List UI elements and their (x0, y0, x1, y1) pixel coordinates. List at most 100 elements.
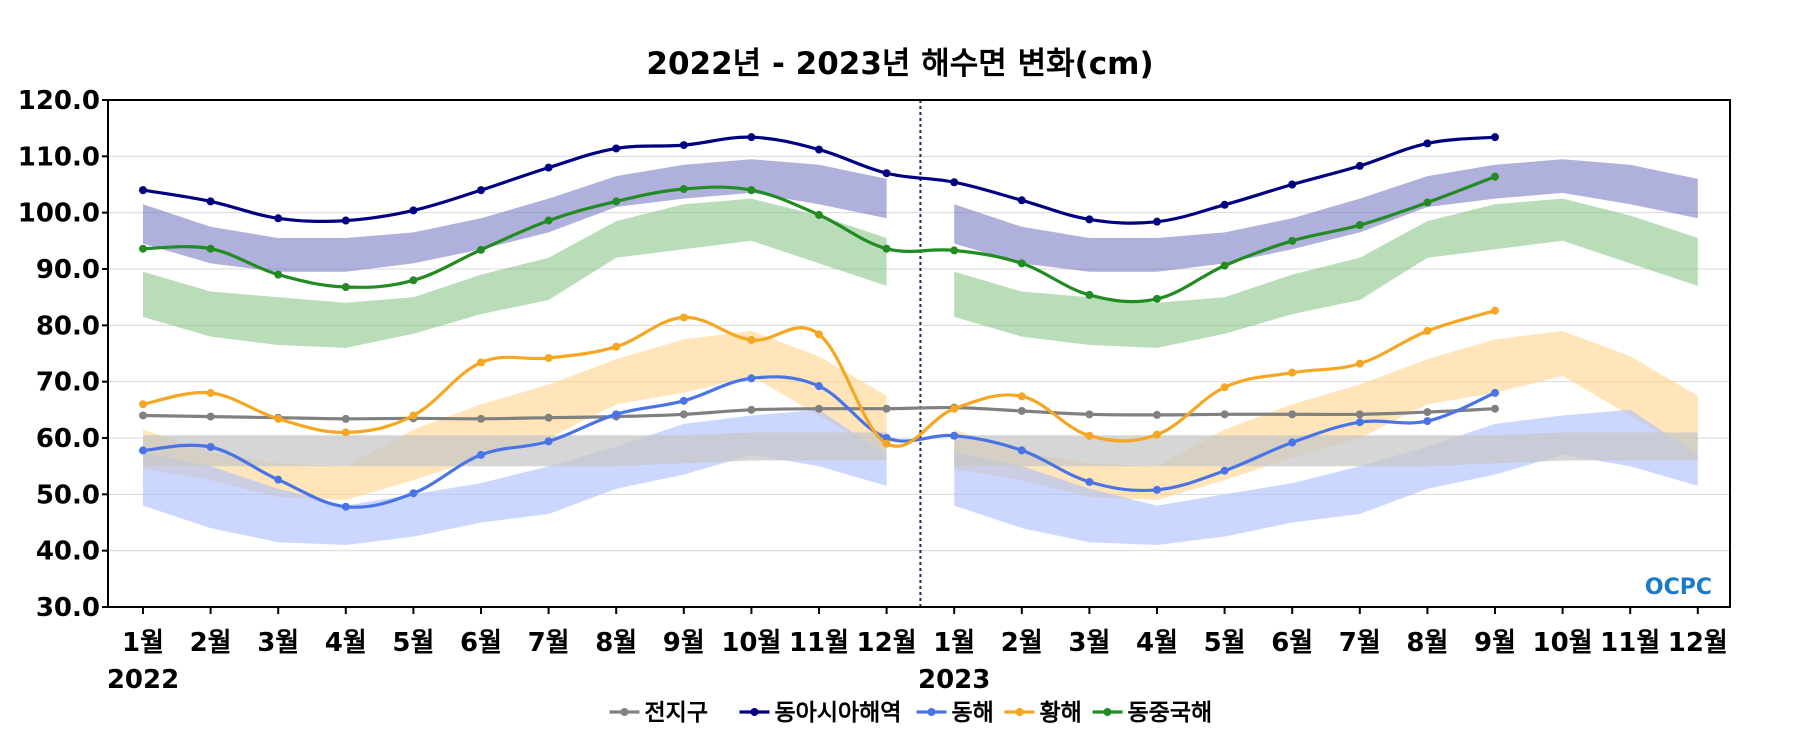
data-point (139, 446, 147, 455)
legend-marker (1103, 708, 1112, 716)
data-point (341, 428, 350, 437)
series-line (142, 309, 1496, 448)
data-point (1017, 446, 1026, 455)
data-point (409, 206, 418, 215)
data-point (882, 434, 891, 442)
data-point (747, 186, 756, 195)
data-point (544, 216, 553, 225)
x-tick-label: 12월 (857, 628, 917, 658)
data-point (477, 414, 485, 423)
data-point (1491, 133, 1499, 142)
x-tick-label: 3월 (1068, 628, 1110, 658)
legend-item-동아시아해역: 동아시아해역 (739, 700, 901, 726)
data-point (1355, 359, 1364, 368)
year-label: 2023 (918, 665, 990, 695)
data-point (882, 404, 891, 413)
data-point (1423, 408, 1432, 417)
y-tick-label: 110.0 (18, 142, 100, 172)
data-point (1153, 430, 1161, 439)
data-point (477, 450, 485, 459)
series-동중국해 (139, 172, 1499, 304)
data-point (1085, 290, 1094, 299)
data-point (1085, 410, 1094, 419)
x-tick-label: 10월 (721, 628, 781, 658)
data-point (1220, 410, 1229, 419)
chart-title: 2022년 - 2023년 해수면 변화(cm) (646, 46, 1153, 82)
data-point (679, 396, 688, 405)
legend-label: 전지구 (645, 700, 708, 726)
plot-frame (107, 99, 1731, 608)
data-point (1288, 368, 1297, 377)
data-point (1355, 410, 1364, 419)
data-point (815, 330, 823, 339)
data-point (612, 410, 621, 419)
x-tick-label: 10월 (1533, 628, 1593, 658)
data-point (950, 431, 959, 440)
data-point (477, 245, 485, 254)
x-tick-label: 4월 (325, 628, 367, 658)
data-point (477, 186, 485, 195)
data-point (747, 335, 756, 344)
y-tick-label: 60.0 (36, 424, 100, 454)
data-point (679, 185, 688, 194)
data-point (544, 413, 553, 422)
data-point (1017, 196, 1026, 205)
x-tick-label: 7월 (528, 628, 570, 658)
data-point (139, 411, 147, 420)
x-tick-label: 9월 (1474, 628, 1516, 658)
data-point (1288, 410, 1297, 419)
y-tick-label: 120.0 (18, 86, 100, 116)
data-point (206, 244, 215, 253)
y-tick-label: 50.0 (36, 480, 100, 510)
data-point (1491, 172, 1499, 181)
y-axis: 30.0 40.0 50.0 60.0 70.0 80.0 90.0 100.0 110.0 12… (18, 86, 108, 623)
legend-marker (1015, 708, 1024, 716)
x-tick-label: 11월 (1600, 628, 1660, 658)
x-tick-label: 8월 (595, 628, 637, 658)
x-tick-label: 3월 (257, 628, 299, 658)
band-전지구-1 (143, 432, 887, 467)
x-tick-label: 9월 (663, 628, 705, 658)
data-point (477, 358, 485, 367)
data-point (206, 388, 215, 397)
band-황해-1 (143, 331, 887, 500)
data-point (612, 342, 621, 351)
x-tick-label: 5월 (392, 628, 434, 658)
data-point (274, 414, 283, 423)
data-point (1491, 306, 1499, 315)
data-point (409, 489, 418, 498)
y-tick-label: 90.0 (36, 255, 100, 285)
data-point (274, 270, 283, 279)
data-point (1220, 261, 1229, 270)
data-point (544, 163, 553, 172)
data-point (1220, 200, 1229, 209)
data-point (1423, 198, 1432, 207)
x-tick-label: 1월 (122, 628, 164, 658)
legend-marker (620, 708, 629, 716)
data-point (544, 354, 553, 363)
data-point (1220, 466, 1229, 475)
y-tick-label: 40.0 (36, 537, 100, 567)
data-point (882, 439, 891, 448)
x-tick-label: 6월 (1271, 628, 1313, 658)
data-point (815, 210, 823, 219)
data-point (1423, 326, 1432, 335)
data-point (341, 502, 350, 511)
x-tick-label: 12월 (1668, 628, 1728, 658)
data-point (679, 410, 688, 419)
x-tick-label: 8월 (1406, 628, 1448, 658)
x-tick-label: 2월 (1001, 628, 1043, 658)
data-point (544, 437, 553, 446)
y-tick-label: 100.0 (18, 199, 100, 229)
data-point (1288, 236, 1297, 245)
data-point (1153, 410, 1161, 419)
legend-marker (750, 708, 759, 716)
data-point (950, 178, 959, 187)
data-point (206, 443, 215, 452)
series-황해 (139, 306, 1499, 448)
data-point (274, 475, 283, 484)
data-point (1085, 431, 1094, 440)
series-lines (139, 133, 1499, 511)
data-point (1355, 161, 1364, 170)
band-동중국해-1 (143, 198, 887, 348)
